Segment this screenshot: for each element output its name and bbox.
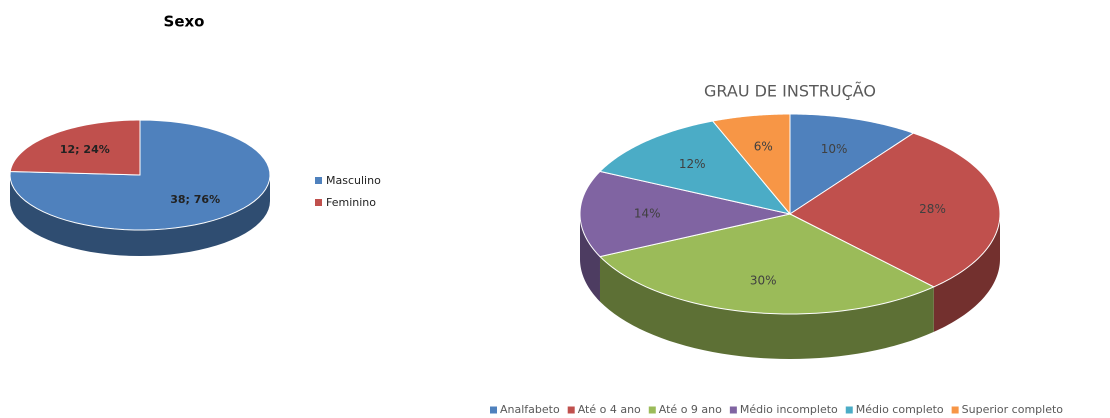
pie-slice <box>9 119 141 176</box>
legend-label: Superior completo <box>962 403 1064 416</box>
chart-title: Sexo <box>164 13 205 31</box>
pie-side <box>10 175 270 256</box>
pie-side <box>599 256 934 359</box>
legend-swatch <box>648 406 656 414</box>
legend-label: Médio incompleto <box>740 403 838 416</box>
legend-swatch <box>490 406 497 414</box>
chart-title: GRAU DE INSTRUÇÃO <box>704 82 876 101</box>
data-label: 30% <box>750 273 777 287</box>
legend-swatch <box>315 199 322 206</box>
legend-label: Feminino <box>326 196 376 209</box>
legend-swatch <box>567 406 575 414</box>
data-label: 12; 24% <box>60 143 110 156</box>
data-label: 38; 76% <box>170 193 220 206</box>
legend-swatch <box>315 177 322 184</box>
pie-slice <box>579 170 791 258</box>
legend-label: Até o 9 ano <box>659 403 722 416</box>
pie-slice <box>9 119 271 231</box>
data-label: 12% <box>679 157 706 171</box>
pie-slice <box>598 213 935 315</box>
data-label: 14% <box>634 207 661 221</box>
pie-slice <box>789 132 1001 288</box>
pie-slice <box>598 120 792 215</box>
legend-label: Até o 4 ano <box>578 403 641 416</box>
pie-slice <box>789 113 915 215</box>
legend-swatch <box>845 406 853 414</box>
legend-label: Masculino <box>326 174 381 187</box>
pie-slice <box>711 113 791 216</box>
pie-side <box>933 214 1000 332</box>
legend-label: Médio completo <box>856 403 944 416</box>
data-label: 10% <box>821 142 848 156</box>
legend-label: Analfabeto <box>500 403 560 416</box>
legend-swatch <box>729 406 737 414</box>
data-label: 28% <box>919 202 946 216</box>
data-label: 6% <box>754 140 773 154</box>
legend-swatch <box>951 406 959 414</box>
